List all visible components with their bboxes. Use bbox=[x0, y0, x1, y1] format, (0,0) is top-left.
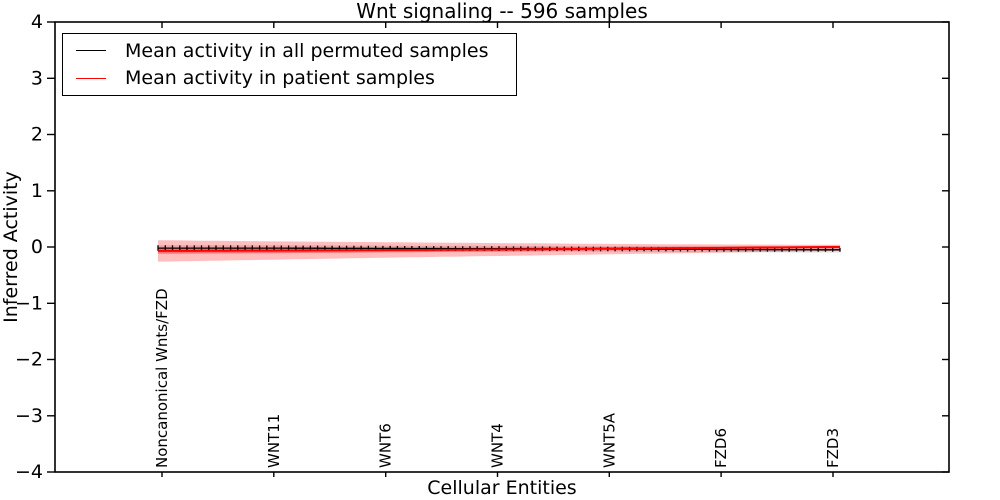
y-tick-label: 1 bbox=[31, 180, 43, 202]
y-tick-label: −1 bbox=[15, 292, 43, 314]
x-tick-label: FZD3 bbox=[824, 428, 842, 468]
x-axis-label: Cellular Entities bbox=[427, 477, 577, 499]
x-tick-label: FZD6 bbox=[712, 428, 730, 468]
y-tick-label: −2 bbox=[15, 349, 43, 371]
legend-item-patient: Mean activity in patient samples bbox=[63, 67, 516, 89]
y-tick-label: 3 bbox=[31, 67, 43, 89]
y-tick-label: −4 bbox=[15, 461, 43, 483]
legend-label-patient: Mean activity in patient samples bbox=[125, 67, 435, 90]
x-tick-label: WNT5A bbox=[600, 412, 618, 468]
x-tick-label: WNT4 bbox=[488, 423, 506, 468]
legend-label-permuted: Mean activity in all permuted samples bbox=[125, 39, 489, 62]
permuted-line-sample bbox=[76, 50, 106, 52]
y-tick-label: −3 bbox=[15, 405, 43, 427]
y-tick-label: 2 bbox=[31, 124, 43, 146]
y-axis-label: Inferred Activity bbox=[0, 171, 22, 323]
legend: Mean activity in all permuted samples Me… bbox=[62, 33, 517, 96]
x-tick-label: WNT6 bbox=[377, 423, 395, 468]
x-tick-label: Noncanonical Wnts/FZD bbox=[153, 288, 171, 468]
x-tick-label: WNT11 bbox=[265, 414, 283, 468]
y-tick-label: 0 bbox=[31, 236, 43, 258]
patient-line-sample bbox=[76, 77, 106, 79]
legend-item-permuted: Mean activity in all permuted samples bbox=[63, 40, 516, 62]
y-tick-label: 4 bbox=[31, 11, 43, 33]
patient-mean-line bbox=[158, 246, 840, 252]
chart-title: Wnt signaling -- 596 samples bbox=[356, 0, 648, 23]
